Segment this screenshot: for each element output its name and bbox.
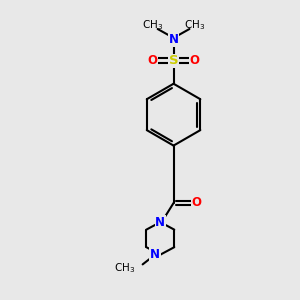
Text: N: N [150, 248, 160, 261]
Text: S: S [169, 54, 178, 67]
Text: O: O [190, 54, 200, 67]
Text: CH$_3$: CH$_3$ [142, 19, 163, 32]
Text: O: O [191, 196, 202, 209]
Text: O: O [147, 54, 158, 67]
Text: CH$_3$: CH$_3$ [114, 261, 135, 275]
Text: N: N [169, 33, 178, 46]
Text: N: N [155, 216, 165, 229]
Text: CH$_3$: CH$_3$ [184, 19, 206, 32]
